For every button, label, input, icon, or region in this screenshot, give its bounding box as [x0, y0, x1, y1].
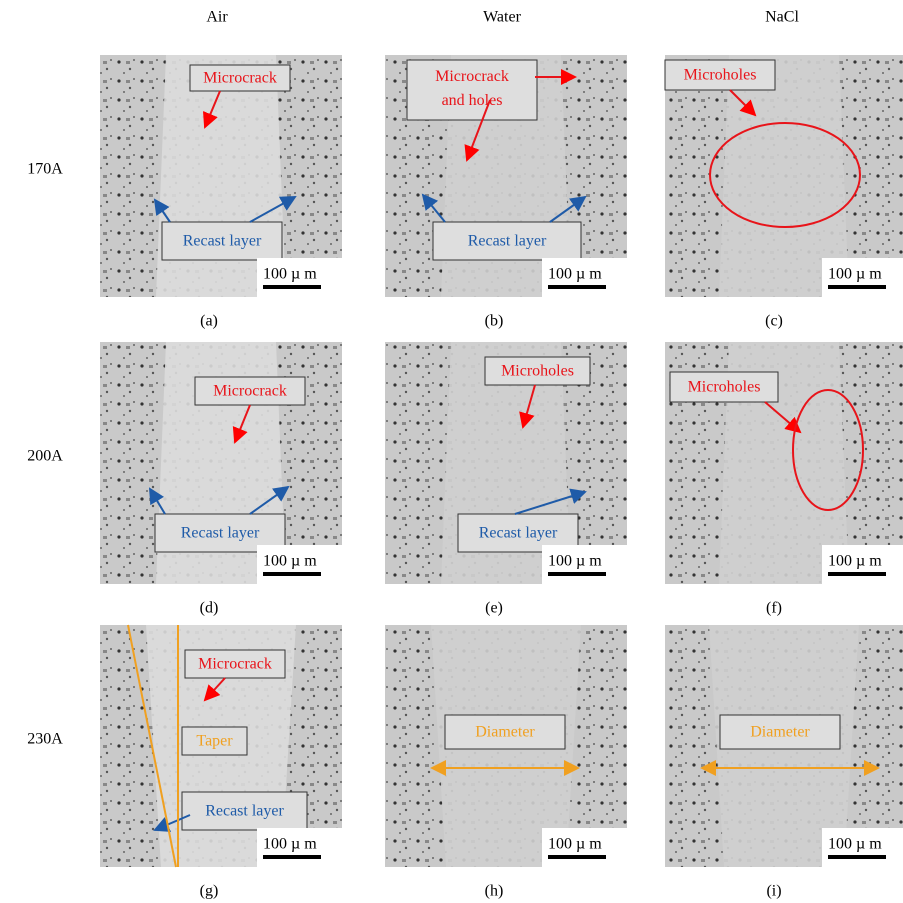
panel-caption: (h)	[485, 883, 504, 900]
scale-label: 100 µ m	[828, 836, 882, 853]
scale-bar	[828, 855, 886, 859]
figure: Air Water NaCl 170A 200A 230A Microcrack Recast…	[0, 0, 903, 903]
column-header: Air	[206, 9, 228, 26]
column-header: Water	[483, 9, 521, 26]
annotation-label: Microcrack	[213, 383, 287, 400]
panel-caption: (i)	[766, 883, 781, 900]
panel: Microcrack Taper Recast layer 100 µ m	[100, 625, 342, 867]
panel-caption: (b)	[485, 313, 504, 330]
annotation-label: Diameter	[475, 724, 535, 741]
panel: Diameter 100 µ m	[665, 625, 903, 867]
panel-caption: (d)	[200, 600, 219, 617]
scale-label: 100 µ m	[548, 836, 602, 853]
scale-label: 100 µ m	[263, 836, 317, 853]
scale-bar	[548, 572, 606, 576]
panel: Microholes 100 µ m	[665, 55, 903, 297]
panel-caption: (f)	[766, 600, 782, 617]
scale-bar	[263, 855, 321, 859]
scale-label: 100 µ m	[263, 553, 317, 570]
annotation-label: Microholes	[688, 379, 761, 396]
scale-label: 100 µ m	[263, 266, 317, 283]
panel-caption: (a)	[200, 313, 218, 330]
annotation-label: Recast layer	[181, 525, 260, 542]
scale-label: 100 µ m	[828, 266, 882, 283]
scale-bar	[548, 285, 606, 289]
row-label: 170A	[27, 161, 63, 178]
panel-caption: (g)	[200, 883, 219, 900]
panel-caption: (e)	[485, 600, 503, 617]
row-label: 200A	[27, 448, 63, 465]
annotation-line: Microcrack	[435, 68, 509, 85]
annotation-label: Microholes	[501, 363, 574, 380]
panel: Diameter 100 µ m	[385, 625, 627, 867]
annotation-label: Recast layer	[205, 803, 284, 820]
column-header: NaCl	[765, 9, 799, 26]
annotation-label: Microcrack	[198, 656, 272, 673]
annotation-label: Microholes	[684, 67, 757, 84]
scale-bar	[263, 572, 321, 576]
annotation-label: Microcrack	[203, 70, 277, 87]
annotation-label: Taper	[196, 733, 233, 750]
scale-bar	[828, 572, 886, 576]
scale-bar	[548, 855, 606, 859]
panel: Microholes Recast layer 100 µ m	[385, 342, 627, 584]
scale-bar	[828, 285, 886, 289]
scale-label: 100 µ m	[548, 553, 602, 570]
panel: Microholes 100 µ m	[665, 342, 903, 584]
scale-label: 100 µ m	[828, 553, 882, 570]
scale-label: 100 µ m	[548, 266, 602, 283]
annotation-label: Diameter	[750, 724, 810, 741]
annotation-label: Recast layer	[479, 525, 558, 542]
scale-bar	[263, 285, 321, 289]
panel-caption: (c)	[765, 313, 783, 330]
annotation-label: Recast layer	[183, 233, 262, 250]
annotation-label: Recast layer	[468, 233, 547, 250]
row-label: 230A	[27, 731, 63, 748]
annotation-line: and holes	[442, 92, 503, 109]
